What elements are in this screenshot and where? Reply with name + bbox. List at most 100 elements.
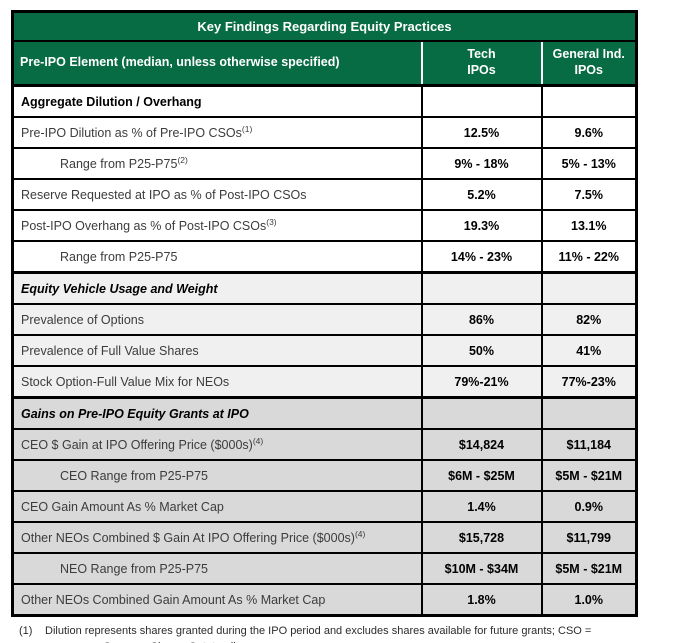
footnote-reference: (1) — [241, 123, 253, 134]
tech-value-cell: 5.2% — [420, 178, 543, 211]
row-label-cell: Other NEOs Combined $ Gain At IPO Offeri… — [11, 521, 423, 554]
general-value-cell: 0.9% — [540, 490, 638, 523]
column-header-tech-ipos: Tech IPOs — [420, 40, 542, 87]
general-value-cell: $11,799 — [540, 521, 638, 554]
row-label: Aggregate Dilution / Overhang — [21, 94, 202, 109]
section-header-cell: Equity Vehicle Usage and Weight — [11, 271, 423, 305]
column-header-element: Pre-IPO Element (median, unless otherwis… — [12, 40, 422, 87]
general-value-cell: 82% — [540, 303, 638, 336]
row-label: Post-IPO Overhang as % of Post-IPO CSOs — [21, 218, 267, 233]
footnote-text: Dilution represents shares granted durin… — [45, 625, 592, 643]
tech-value-cell: $14,824 — [420, 428, 543, 461]
table-row: NEO Range from P25-P75 $10M - $34M $5M - $… — [11, 552, 638, 585]
general-value-cell: 1.0% — [540, 583, 638, 617]
general-value-cell: 7.5% — [540, 178, 638, 211]
footnote-number: (1) — [19, 625, 33, 637]
tech-value-cell: 50% — [420, 334, 543, 367]
general-value-cell: 77%-23% — [540, 365, 638, 399]
general-value-cell — [540, 271, 638, 305]
row-label-cell: Post-IPO Overhang as % of Post-IPO CSOs(… — [11, 209, 423, 242]
row-label-cell: CEO Range from P25-P75 — [11, 459, 423, 492]
section-header-cell: Aggregate Dilution / Overhang — [11, 84, 423, 118]
footnote: (1) Dilution represents shares granted du… — [19, 624, 694, 643]
section-header-row: Gains on Pre-IPO Equity Grants at IPO — [11, 396, 638, 430]
general-value-cell: $5M - $21M — [540, 459, 638, 492]
table-row: CEO Range from P25-P75 $6M - $25M $5M - $2… — [11, 459, 638, 492]
tech-value-cell: 9% - 18% — [420, 147, 543, 180]
footnote-reference: (4) — [354, 528, 366, 539]
general-value-cell: 41% — [540, 334, 638, 367]
row-label: CEO Range from P25-P75 — [60, 468, 208, 483]
tech-value-cell: 14% - 23% — [420, 240, 543, 274]
footnote-reference: (2) — [177, 154, 188, 165]
table-row: Range from P25-P75 14% - 23% 11% - 22% — [11, 240, 638, 274]
row-label: Pre-IPO Dilution as % of Pre-IPO CSOs — [21, 125, 242, 140]
footnotes: (1) Dilution represents shares granted du… — [19, 624, 694, 643]
table-row: Reserve Requested at IPO as % of Post-IP… — [11, 178, 638, 211]
section-header-cell: Gains on Pre-IPO Equity Grants at IPO — [11, 396, 423, 430]
tech-value-cell: 19.3% — [420, 209, 543, 242]
row-label: Range from P25-P75 — [60, 249, 178, 264]
table-row: Pre-IPO Dilution as % of Pre-IPO CSOs(1)… — [11, 116, 638, 149]
table-row: Range from P25-P75(2) 9% - 18% 5% - 13% — [11, 147, 638, 180]
table-row: CEO $ Gain at IPO Offering Price ($000s)… — [11, 428, 638, 461]
row-label: Other NEOs Combined $ Gain At IPO Offeri… — [21, 530, 355, 545]
row-label-cell: Prevalence of Options — [11, 303, 423, 336]
tech-value-cell — [420, 271, 543, 305]
tech-value-cell: 1.4% — [420, 490, 543, 523]
table-row: Other NEOs Combined Gain Amount As % Mar… — [11, 583, 638, 617]
key-findings-table: Key Findings Regarding Equity Practices … — [11, 10, 639, 617]
footnote-reference: (4) — [252, 435, 264, 446]
tech-value-cell: 86% — [420, 303, 543, 336]
table-body: Aggregate Dilution / Overhang Pre-IPO Dil… — [11, 84, 638, 617]
table-row: Prevalence of Full Value Shares 50% 41% — [11, 334, 638, 367]
table-row: Stock Option-Full Value Mix for NEOs 79%-… — [11, 365, 638, 399]
row-label: Equity Vehicle Usage and Weight — [21, 281, 218, 296]
row-label-cell: Prevalence of Full Value Shares — [11, 334, 423, 367]
tech-value-cell: 1.8% — [420, 583, 543, 617]
general-value-cell: 13.1% — [540, 209, 638, 242]
row-label-cell: Reserve Requested at IPO as % of Post-IP… — [11, 178, 423, 211]
table-row: CEO Gain Amount As % Market Cap 1.4% 0.9% — [11, 490, 638, 523]
row-label: Gains on Pre-IPO Equity Grants at IPO — [21, 406, 249, 421]
row-label-cell: Other NEOs Combined Gain Amount As % Mar… — [11, 583, 423, 617]
general-value-cell: $11,184 — [540, 428, 638, 461]
general-value-cell: 9.6% — [540, 116, 638, 149]
table-row: Prevalence of Options 86% 82% — [11, 303, 638, 336]
general-value-cell: $5M - $21M — [540, 552, 638, 585]
row-label: Other NEOs Combined Gain Amount As % Mar… — [21, 592, 326, 607]
section-header-row: Aggregate Dilution / Overhang — [11, 84, 638, 118]
row-label: Reserve Requested at IPO as % of Post-IP… — [21, 187, 307, 202]
section-header-row: Equity Vehicle Usage and Weight — [11, 271, 638, 305]
row-label: Range from P25-P75 — [60, 156, 178, 171]
table-title-row: Key Findings Regarding Equity Practices — [12, 11, 637, 42]
table-title: Key Findings Regarding Equity Practices — [12, 11, 637, 42]
table-row: Other NEOs Combined $ Gain At IPO Offeri… — [11, 521, 638, 554]
row-label: CEO $ Gain at IPO Offering Price ($000s) — [21, 437, 253, 452]
tech-value-cell: 79%-21% — [420, 365, 543, 399]
general-value-cell — [540, 396, 638, 430]
row-label: CEO Gain Amount As % Market Cap — [21, 499, 224, 514]
column-header-general-ind-ipos: General Ind. IPOs — [540, 40, 637, 87]
tech-value-cell: $6M - $25M — [420, 459, 543, 492]
row-label-cell: CEO $ Gain at IPO Offering Price ($000s)… — [11, 428, 423, 461]
row-label: NEO Range from P25-P75 — [60, 561, 208, 576]
row-label-cell: NEO Range from P25-P75 — [11, 552, 423, 585]
row-label-cell: Stock Option-Full Value Mix for NEOs — [11, 365, 423, 399]
footnote-reference: (3) — [266, 216, 277, 227]
general-value-cell: 5% - 13% — [540, 147, 638, 180]
row-label: Stock Option-Full Value Mix for NEOs — [21, 374, 230, 389]
tech-value-cell: 12.5% — [420, 116, 543, 149]
tech-value-cell — [420, 396, 543, 430]
row-label-cell: CEO Gain Amount As % Market Cap — [11, 490, 423, 523]
general-value-cell — [540, 84, 638, 118]
tech-value-cell: $15,728 — [420, 521, 543, 554]
tech-value-cell: $10M - $34M — [420, 552, 543, 585]
row-label-cell: Range from P25-P75 — [11, 240, 423, 274]
row-label: Prevalence of Options — [21, 312, 144, 327]
row-label-cell: Pre-IPO Dilution as % of Pre-IPO CSOs(1) — [11, 116, 423, 149]
row-label: Prevalence of Full Value Shares — [21, 343, 199, 358]
table-header-row: Pre-IPO Element (median, unless otherwis… — [12, 40, 637, 87]
row-label-cell: Range from P25-P75(2) — [11, 147, 423, 180]
